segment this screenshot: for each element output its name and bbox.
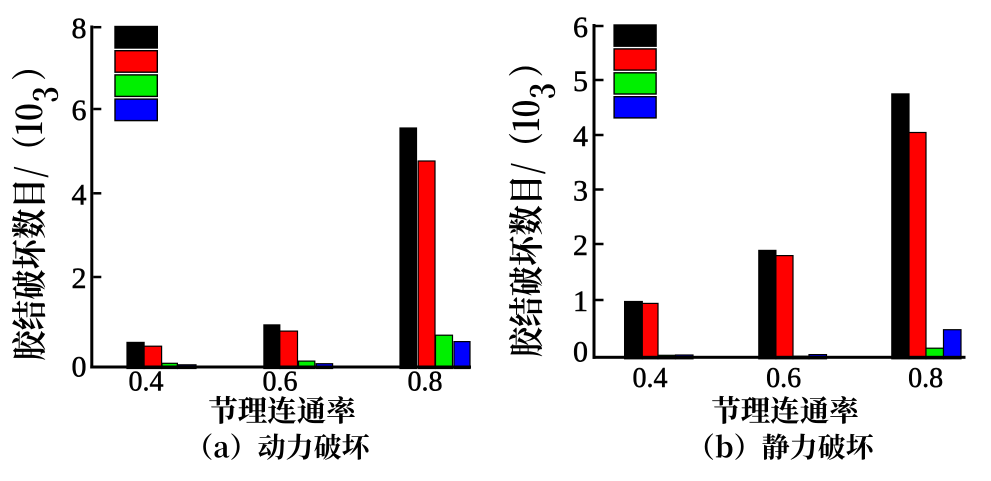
svg-text:6: 6 xyxy=(72,94,87,127)
svg-text:0.8: 0.8 xyxy=(408,367,443,398)
svg-text:0.4: 0.4 xyxy=(129,367,164,398)
svg-text:5: 5 xyxy=(573,65,588,98)
svg-text:0.6: 0.6 xyxy=(263,367,298,398)
svg-text:3: 3 xyxy=(573,175,588,208)
svg-text:0.4: 0.4 xyxy=(633,363,668,394)
svg-text:8: 8 xyxy=(72,12,87,45)
svg-text:2: 2 xyxy=(573,229,588,262)
svg-text:0.6: 0.6 xyxy=(766,363,801,394)
svg-text:4: 4 xyxy=(72,178,87,211)
svg-text:2: 2 xyxy=(72,262,87,295)
svg-text:0.8: 0.8 xyxy=(908,363,943,394)
svg-text:0: 0 xyxy=(573,336,588,369)
svg-text:1: 1 xyxy=(573,285,588,318)
svg-text:0: 0 xyxy=(72,351,87,384)
svg-text:4: 4 xyxy=(573,120,588,153)
svg-text:6: 6 xyxy=(573,11,588,44)
